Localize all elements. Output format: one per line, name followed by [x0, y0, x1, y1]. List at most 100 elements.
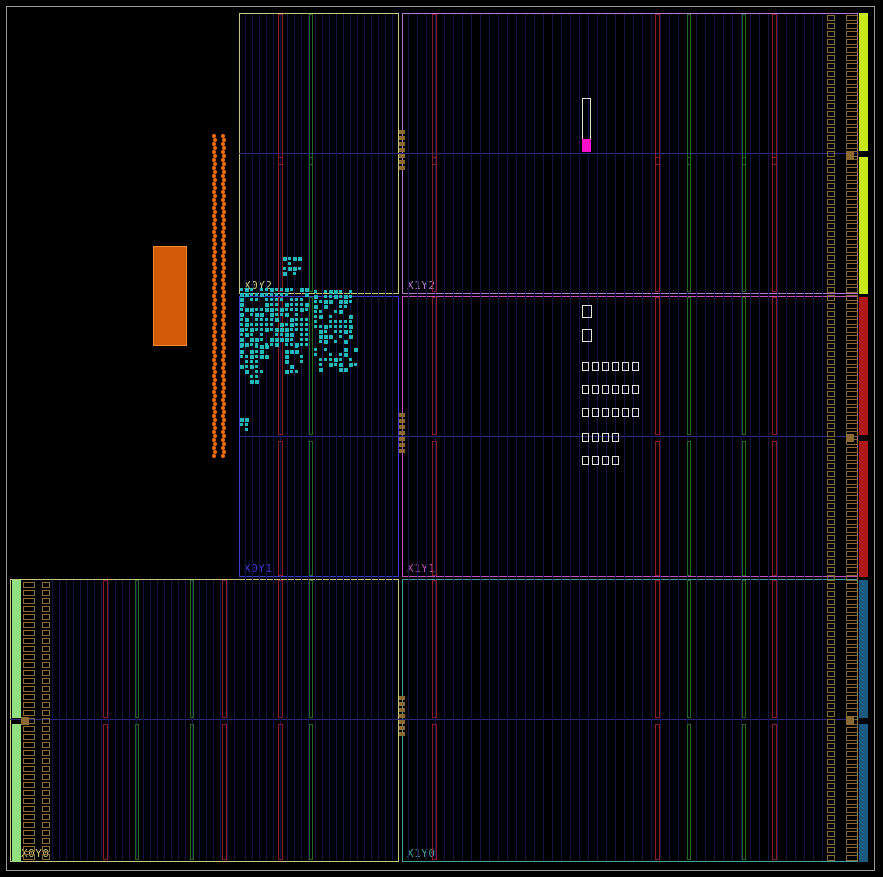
- fabric-column-line: [534, 14, 535, 860]
- io-pad: [213, 282, 217, 286]
- io-tile: [23, 606, 35, 612]
- io-pad: [212, 294, 216, 298]
- placed-cell: [314, 320, 317, 323]
- pcie-block[interactable]: [153, 246, 187, 346]
- fabric-column-line: [606, 14, 607, 860]
- placed-cell: [285, 338, 289, 342]
- bram-column: [103, 580, 108, 718]
- io-tile: [846, 591, 858, 597]
- site-slot: [602, 456, 609, 465]
- gt-quad-green-1[interactable]: [12, 580, 21, 718]
- io-pad: [212, 382, 216, 386]
- placed-cell: [265, 343, 268, 346]
- site-slot: [592, 456, 599, 465]
- io-tile: [23, 654, 35, 660]
- fabric-column-line: [489, 14, 490, 860]
- io-tile: [846, 167, 858, 173]
- placed-cell: [245, 355, 248, 358]
- io-tile: [23, 638, 35, 644]
- fabric-column-line: [444, 14, 445, 860]
- clock-marker: [21, 717, 29, 725]
- bram-column: [278, 297, 283, 435]
- placed-cell: [300, 328, 303, 331]
- fabric-column-line: [642, 14, 643, 860]
- io-tile: [827, 71, 835, 77]
- io-tile: [23, 614, 35, 620]
- io-pad: [221, 358, 225, 362]
- io-tile: [42, 798, 50, 804]
- io-tile: [827, 687, 835, 693]
- placed-cell: [334, 340, 337, 343]
- fabric-column-line: [329, 14, 330, 860]
- io-tile: [827, 247, 835, 253]
- io-pad: [213, 330, 217, 334]
- placed-cell: [255, 343, 258, 346]
- placed-cell: [270, 313, 274, 317]
- gt-quad-green-2[interactable]: [12, 724, 21, 862]
- site-slot: [612, 408, 619, 417]
- fabric-column-line: [732, 14, 733, 860]
- io-tile: [846, 767, 858, 773]
- clock-region-x0y0[interactable]: X0Y0: [10, 579, 399, 862]
- io-tile: [846, 303, 858, 309]
- placed-cell: [250, 380, 254, 384]
- placed-cell: [344, 340, 348, 344]
- dsp-column: [135, 724, 139, 860]
- io-tile: [846, 639, 858, 645]
- site-slot: [622, 362, 629, 371]
- placed-cell: [319, 335, 323, 339]
- io-tile: [42, 614, 50, 620]
- io-pad: [213, 322, 217, 326]
- io-tile: [846, 583, 858, 589]
- gt-quad-red-2[interactable]: [859, 441, 868, 577]
- io-pad: [222, 330, 226, 334]
- io-tile: [846, 255, 858, 261]
- io-tile: [846, 223, 858, 229]
- placed-cell: [265, 323, 268, 326]
- io-tile: [23, 598, 35, 604]
- io-tile: [827, 135, 835, 141]
- placed-cell: [314, 290, 317, 293]
- fabric-column-line: [624, 14, 625, 860]
- placed-cell: [334, 330, 337, 333]
- io-pad: [222, 218, 226, 222]
- placed-cell: [300, 333, 303, 336]
- placed-cell: [314, 353, 317, 356]
- placed-cell: [295, 298, 298, 301]
- placed-cell: [319, 368, 323, 372]
- bram-column: [655, 297, 660, 435]
- io-tile: [827, 111, 835, 117]
- bram-column: [432, 580, 437, 718]
- io-tile: [42, 726, 50, 732]
- gt-quad-yellow-1[interactable]: [859, 13, 868, 151]
- placed-cell: [290, 318, 294, 322]
- io-tile: [42, 670, 50, 676]
- clock-marker: [846, 434, 854, 442]
- io-tile: [23, 806, 35, 812]
- placed-cell: [255, 360, 258, 363]
- gt-quad-teal-1[interactable]: [859, 580, 868, 718]
- io-pad: [212, 406, 216, 410]
- io-tile: [846, 711, 858, 717]
- io-tile: [42, 766, 50, 772]
- gt-quad-red-1[interactable]: [859, 297, 868, 435]
- io-tile: [846, 63, 858, 69]
- io-tile: [827, 95, 835, 101]
- placed-cell: [290, 338, 293, 341]
- gt-quad-teal-2[interactable]: [859, 724, 868, 862]
- io-pad: [222, 146, 226, 150]
- io-tile: [846, 495, 858, 501]
- clock-marker: [846, 151, 854, 159]
- io-pad: [212, 454, 216, 458]
- gt-quad-yellow-2[interactable]: [859, 157, 868, 294]
- site-slot: [582, 329, 592, 342]
- io-pad: [222, 378, 226, 382]
- placed-cell: [275, 343, 279, 347]
- io-pad: [222, 170, 226, 174]
- io-tile: [827, 519, 835, 525]
- io-pad: [221, 334, 225, 338]
- site-slot: [582, 433, 589, 442]
- placed-cell: [255, 375, 258, 378]
- io-pad: [222, 450, 226, 454]
